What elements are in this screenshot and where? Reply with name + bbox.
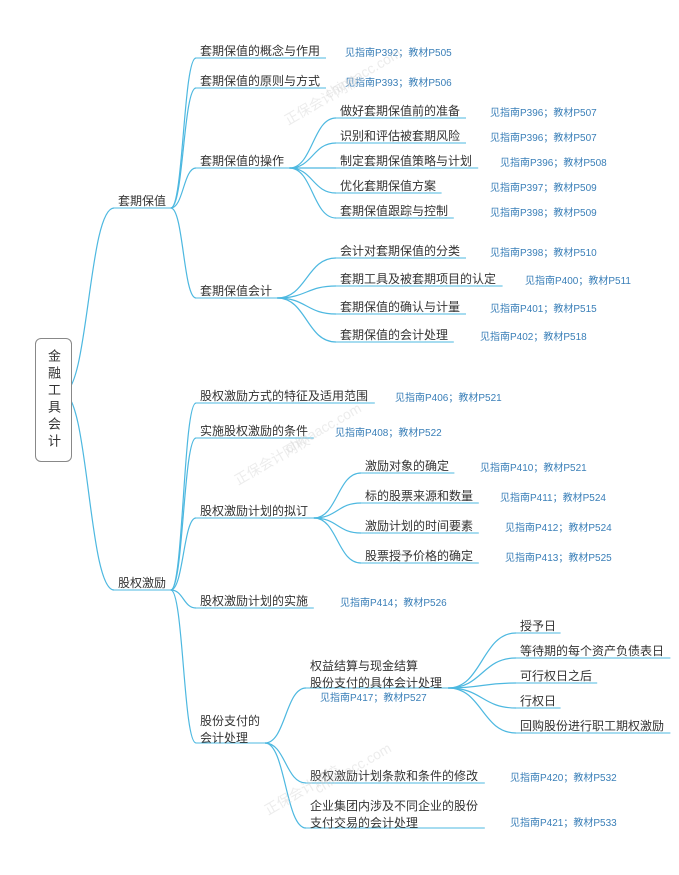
node-l3b: 识别和评估被套期风险: [340, 127, 460, 144]
node-l3i: 套期保值的会计处理: [340, 326, 448, 343]
ref-l2b: 见指南P393；教材P506: [345, 74, 452, 89]
node-l3o: 股权激励计划条款和条件的修改: [310, 767, 478, 784]
node-l3k: 标的股票来源和数量: [365, 487, 473, 504]
node-l1a: 套期保值: [118, 192, 166, 209]
ref-l3k: 见指南P411；教材P524: [500, 489, 606, 504]
node-l2h: 股权激励计划的实施: [200, 592, 308, 609]
ref-l3f: 见指南P398；教材P510: [490, 244, 597, 259]
node-l4b: 等待期的每个资产负债表日: [520, 642, 664, 659]
ref-l2e: 见指南P406；教材P521: [395, 389, 502, 404]
node-l3c: 制定套期保值策略与计划: [340, 152, 472, 169]
root-node: 金融工具会计: [35, 338, 72, 462]
node-l2g: 股权激励计划的拟订: [200, 502, 308, 519]
ref-l3i: 见指南P402；教材P518: [480, 328, 587, 343]
node-l3g: 套期工具及被套期项目的认定: [340, 270, 496, 287]
ref-l3l: 见指南P412；教材P524: [505, 519, 612, 534]
node-l3d: 优化套期保值方案: [340, 177, 436, 194]
ref-l3h: 见指南P401；教材P515: [490, 300, 597, 315]
node-l2e: 股权激励方式的特征及适用范围: [200, 387, 368, 404]
node-l4a: 授予日: [520, 617, 556, 634]
ref-l2a: 见指南P392；教材P505: [345, 44, 452, 59]
ref-l3d: 见指南P397；教材P509: [490, 179, 597, 194]
ref-l3b: 见指南P396；教材P507: [490, 129, 597, 144]
node-l3n: 权益结算与现金结算股份支付的具体会计处理: [310, 657, 442, 691]
node-l2d: 套期保值会计: [200, 282, 272, 299]
ref-l3p: 见指南P421；教材P533: [510, 814, 617, 829]
ref-l2h: 见指南P414；教材P526: [340, 594, 447, 609]
node-l2b: 套期保值的原则与方式: [200, 72, 320, 89]
node-l2i: 股份支付的会计处理: [200, 712, 260, 746]
node-l3m: 股票授予价格的确定: [365, 547, 473, 564]
ref-l3c: 见指南P396；教材P508: [500, 154, 607, 169]
ref-l3m: 见指南P413；教材P525: [505, 549, 612, 564]
node-l3h: 套期保值的确认与计量: [340, 298, 460, 315]
node-l4c: 可行权日之后: [520, 667, 592, 684]
node-l1b: 股权激励: [118, 574, 166, 591]
node-l3p: 企业集团内涉及不同企业的股份支付交易的会计处理: [310, 797, 478, 831]
node-l2a: 套期保值的概念与作用: [200, 42, 320, 59]
node-l3a: 做好套期保值前的准备: [340, 102, 460, 119]
ref-l3a: 见指南P396；教材P507: [490, 104, 597, 119]
node-l3j: 激励对象的确定: [365, 457, 449, 474]
node-l2f: 实施股权激励的条件: [200, 422, 308, 439]
node-l3e: 套期保值跟踪与控制: [340, 202, 448, 219]
node-l3f: 会计对套期保值的分类: [340, 242, 460, 259]
ref-l3g: 见指南P400；教材P511: [525, 272, 631, 287]
node-l3l: 激励计划的时间要素: [365, 517, 473, 534]
node-l4e: 回购股份进行职工期权激励: [520, 717, 664, 734]
ref-l2f: 见指南P408；教材P522: [335, 424, 442, 439]
ref-l3j: 见指南P410；教材P521: [480, 459, 587, 474]
ref-l3o: 见指南P420；教材P532: [510, 769, 617, 784]
ref-l3e: 见指南P398；教材P509: [490, 204, 597, 219]
ref-l3n: 见指南P417；教材P527: [320, 689, 427, 704]
node-l2c: 套期保值的操作: [200, 152, 284, 169]
node-l4d: 行权日: [520, 692, 556, 709]
